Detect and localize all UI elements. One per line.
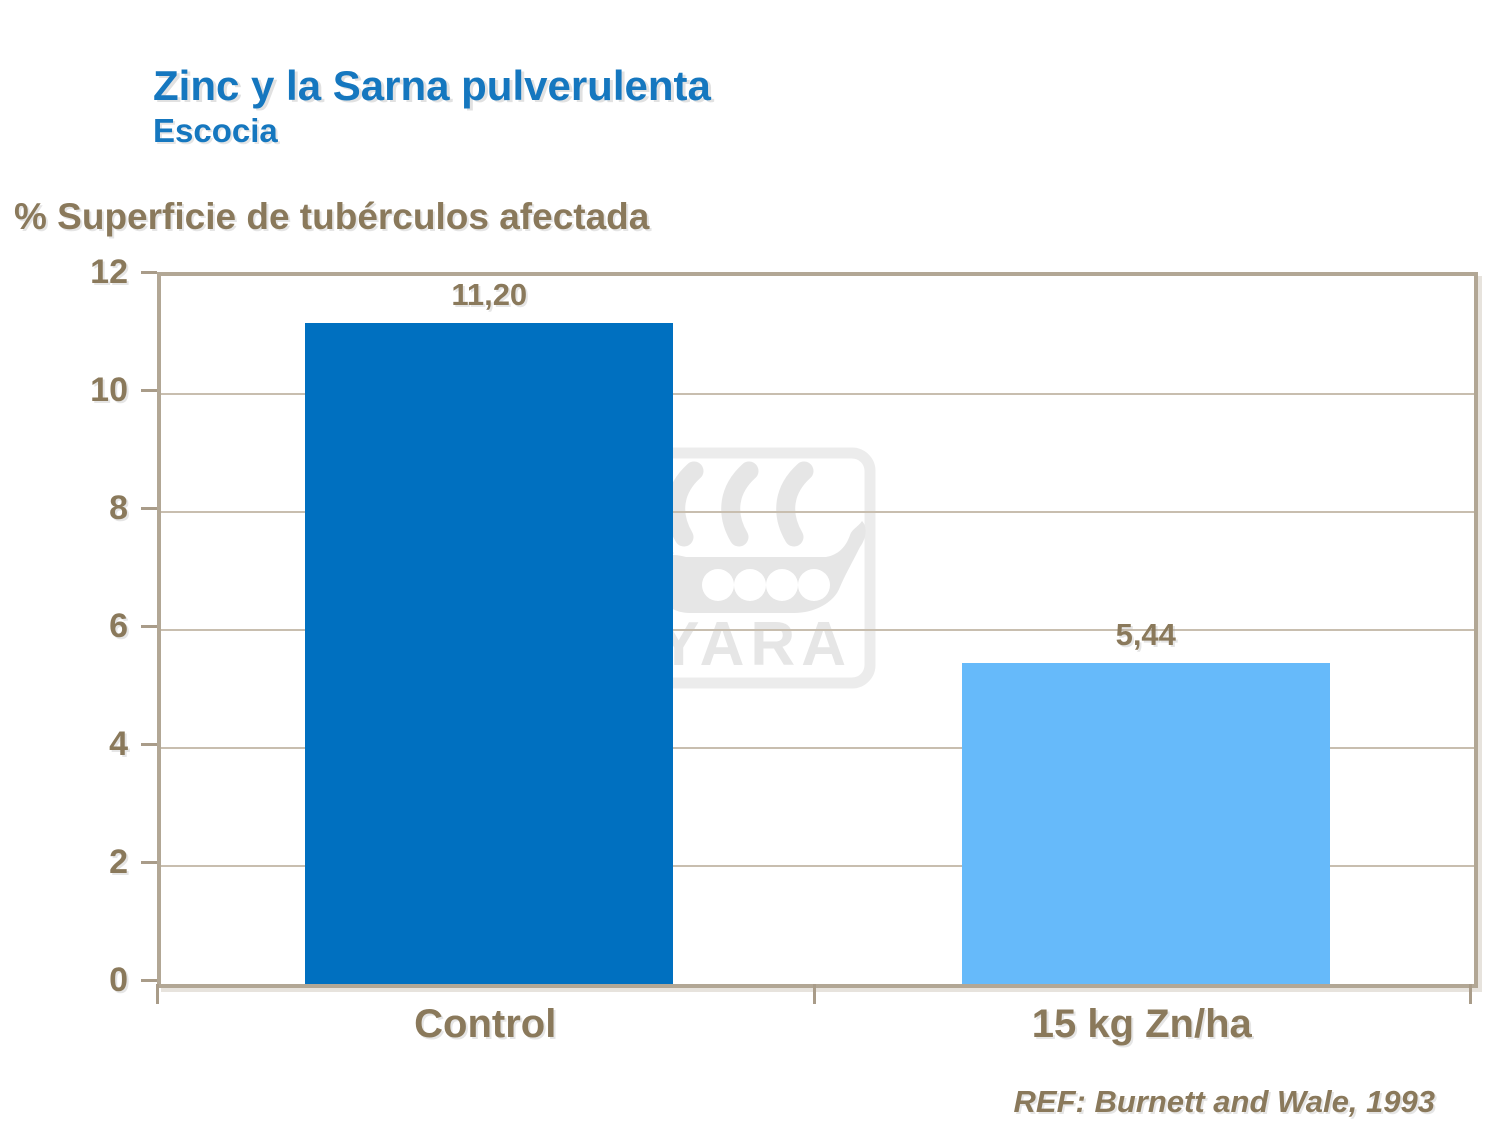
y-tick-mark — [141, 743, 157, 746]
bar-value-label: 5,44 — [1115, 617, 1176, 653]
bar-control — [305, 323, 674, 984]
y-tick-mark — [141, 271, 157, 274]
x-tick-mark — [156, 984, 159, 1004]
gridline-8 — [161, 511, 1474, 513]
y-tick-label: 0 — [109, 961, 128, 999]
reference-citation: REF: Burnett and Wale, 1993 — [1013, 1084, 1435, 1119]
yara-viking-ship-logo-watermark: YARA — [634, 447, 876, 689]
bar-15-kg-zn-ha — [961, 663, 1330, 984]
y-tick-mark — [141, 861, 157, 864]
category-label: 15 kg Zn/ha — [1031, 1002, 1252, 1046]
bar-value-label: 11,20 — [451, 277, 528, 313]
y-tick-label: 10 — [90, 371, 128, 409]
ship-hull-icon — [657, 521, 866, 613]
y-tick-label: 8 — [109, 489, 128, 527]
ship-sails-icon — [666, 461, 814, 547]
y-tick-mark — [141, 979, 157, 982]
gridline-2 — [161, 865, 1474, 867]
category-label: Control — [414, 1002, 557, 1046]
watermark-wordmark: YARA — [658, 610, 852, 679]
gridline-10 — [161, 393, 1474, 395]
y-tick-mark — [141, 625, 157, 628]
plot-area: YARA 11,20 5,44 — [157, 272, 1478, 988]
chart-subtitle: Escocia — [153, 112, 278, 149]
y-tick-mark — [141, 507, 157, 510]
gridline-6 — [161, 629, 1474, 631]
y-tick-label: 12 — [90, 253, 128, 291]
y-tick-label: 2 — [109, 843, 128, 881]
x-tick-mark — [1469, 984, 1472, 1004]
y-tick-mark — [141, 389, 157, 392]
y-tick-label: 4 — [109, 725, 128, 763]
y-tick-label: 6 — [109, 607, 128, 645]
x-tick-mark — [812, 984, 816, 1004]
chart-title: Zinc y la Sarna pulverulenta — [153, 62, 711, 109]
y-axis-title: % Superficie de tubérculos afectada — [14, 196, 650, 237]
gridline-4 — [161, 747, 1474, 749]
